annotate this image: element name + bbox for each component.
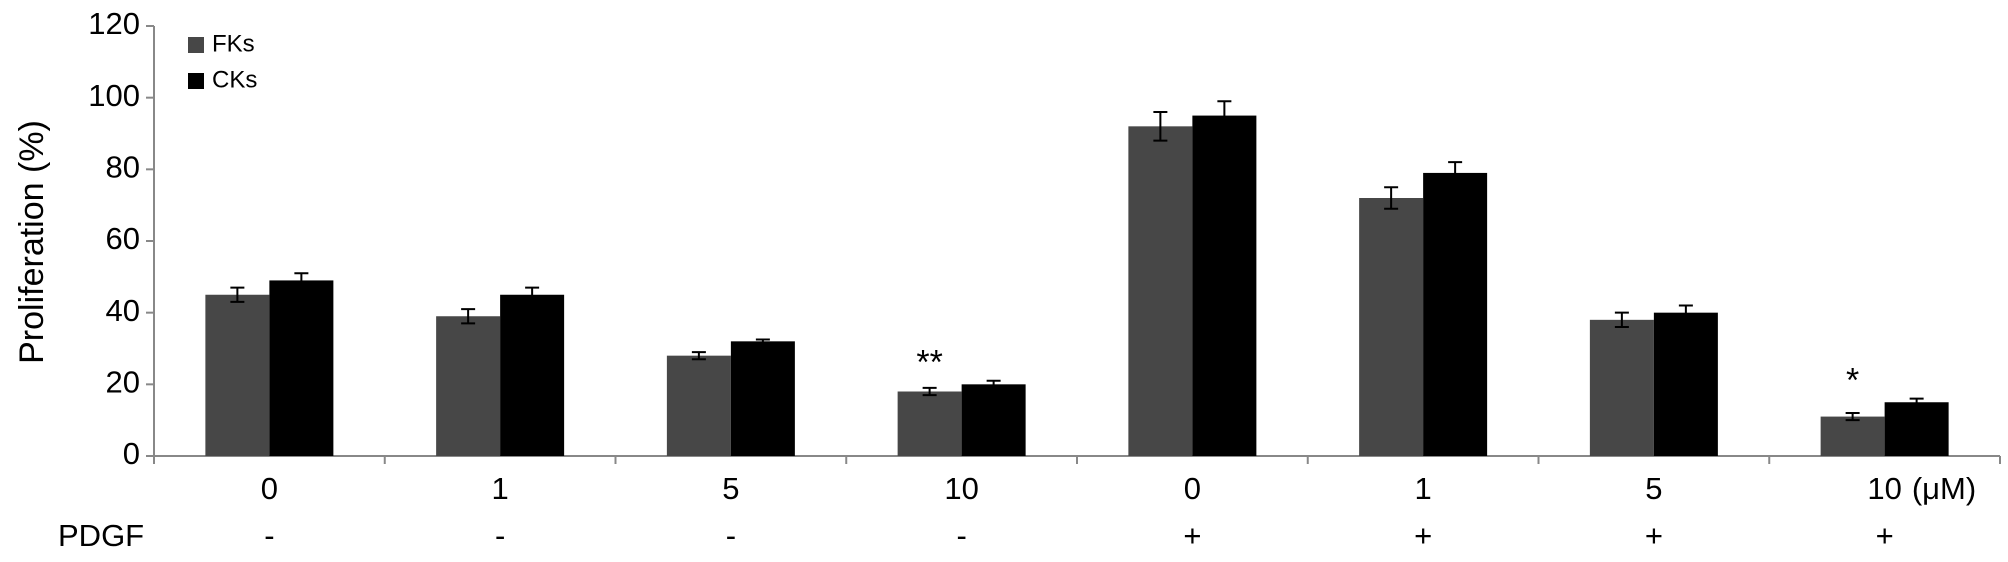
bar xyxy=(1423,172,1488,456)
y-tick-label: 120 xyxy=(88,6,140,41)
legend-label: CKs xyxy=(212,66,257,93)
row-value: + xyxy=(1414,518,1432,553)
bar xyxy=(1589,319,1654,456)
bar xyxy=(1128,126,1193,456)
row-value: - xyxy=(726,518,736,553)
y-tick-label: 60 xyxy=(106,221,140,256)
row-value: - xyxy=(495,518,505,553)
row-value: + xyxy=(1645,518,1663,553)
legend-swatch xyxy=(188,73,204,89)
x-tick-label: 10 xyxy=(1867,471,1901,506)
error-bar xyxy=(1448,161,1463,185)
bar xyxy=(436,316,501,456)
bar xyxy=(666,355,731,456)
row-value: + xyxy=(1876,518,1894,553)
error-bar xyxy=(986,379,1001,389)
bar xyxy=(1820,416,1885,456)
error-bar xyxy=(230,286,245,303)
error-bar xyxy=(922,386,937,397)
error-bar xyxy=(294,272,309,289)
significance-label: * xyxy=(1846,362,1859,400)
error-bar xyxy=(461,308,476,325)
error-bar xyxy=(1678,304,1693,321)
bar xyxy=(269,280,334,456)
error-bar xyxy=(1217,100,1232,131)
bar xyxy=(1884,402,1949,456)
error-bar xyxy=(1614,311,1629,328)
y-tick-label: 20 xyxy=(106,365,140,400)
row-value: - xyxy=(956,518,966,553)
bar xyxy=(205,294,270,456)
error-bar xyxy=(1384,186,1399,210)
x-tick-label: 0 xyxy=(261,471,278,506)
y-axis-title: Proliferation (%) xyxy=(13,120,51,364)
bar xyxy=(1653,312,1718,456)
x-tick-label: 0 xyxy=(1184,471,1201,506)
y-tick-label: 40 xyxy=(106,293,140,328)
error-bar xyxy=(525,286,540,303)
error-bar xyxy=(1909,397,1924,407)
row-label: PDGF xyxy=(58,518,144,553)
x-tick-label: 10 xyxy=(944,471,978,506)
bar xyxy=(1192,115,1257,456)
bar xyxy=(897,391,962,456)
error-bar xyxy=(1845,412,1860,422)
significance-label: ** xyxy=(916,344,942,382)
x-tick-label: 1 xyxy=(1415,471,1432,506)
y-tick-label: 0 xyxy=(123,436,140,471)
x-tick-label: 5 xyxy=(1645,471,1662,506)
bar xyxy=(961,384,1026,456)
unit-label: (μM) xyxy=(1912,471,1976,506)
x-tick-label: 5 xyxy=(722,471,739,506)
row-value: - xyxy=(264,518,274,553)
legend-swatch xyxy=(188,37,204,53)
error-bar xyxy=(1153,111,1168,142)
x-tick-label: 1 xyxy=(492,471,509,506)
legend-label: FKs xyxy=(212,30,255,57)
y-tick-label: 80 xyxy=(106,150,140,185)
error-bar xyxy=(755,338,770,345)
row-value: + xyxy=(1183,518,1201,553)
bar xyxy=(500,294,565,456)
y-tick-label: 100 xyxy=(88,78,140,113)
bar xyxy=(730,341,795,456)
error-bar xyxy=(691,351,706,361)
bar xyxy=(1359,198,1424,456)
